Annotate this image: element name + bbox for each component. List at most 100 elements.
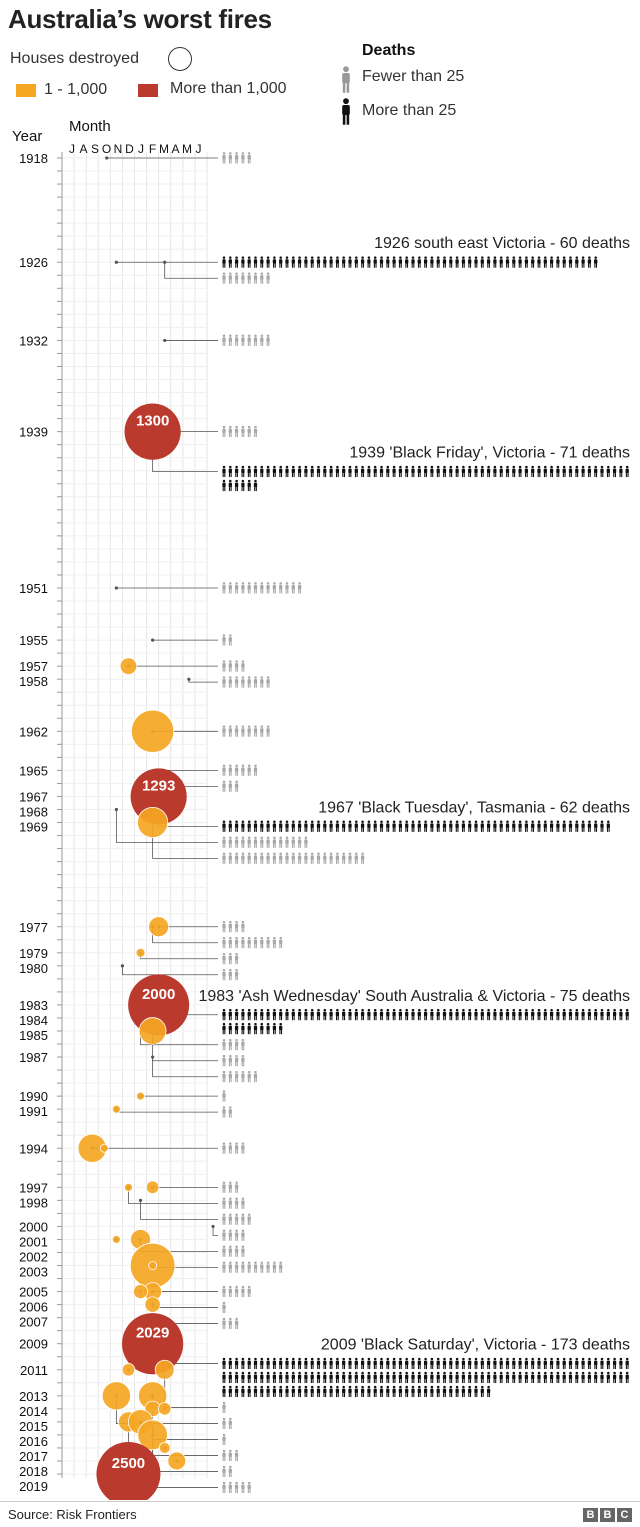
death-icon bbox=[297, 1371, 302, 1384]
leader-line bbox=[188, 679, 218, 683]
death-icon bbox=[556, 1008, 560, 1021]
fire-bubble bbox=[99, 1143, 109, 1153]
death-icon bbox=[247, 152, 251, 164]
death-icon bbox=[360, 465, 365, 478]
death-icon bbox=[228, 1038, 232, 1051]
legend-large-swatch bbox=[138, 84, 158, 97]
death-icon bbox=[417, 256, 421, 268]
death-icon bbox=[360, 852, 365, 864]
death-icon bbox=[228, 852, 232, 864]
fire-bubble bbox=[157, 1402, 172, 1416]
death-icon bbox=[241, 479, 245, 492]
death-icon bbox=[625, 1357, 629, 1370]
death-icon bbox=[575, 1371, 579, 1384]
fire-annotation: 1926 south east Victoria - 60 deaths bbox=[374, 235, 630, 252]
death-icon bbox=[260, 1385, 264, 1398]
death-icon bbox=[430, 1008, 434, 1021]
death-icon bbox=[480, 1357, 484, 1370]
death-icon bbox=[493, 256, 497, 268]
death-icon bbox=[222, 1070, 226, 1083]
death-icon bbox=[449, 1385, 453, 1398]
death-icon bbox=[442, 820, 447, 832]
death-icon bbox=[228, 1054, 232, 1067]
death-icon bbox=[524, 1371, 529, 1384]
death-icon bbox=[253, 479, 258, 492]
death-icon bbox=[241, 1022, 245, 1035]
death-icon bbox=[556, 1371, 560, 1384]
legend-few-label: Fewer than 25 bbox=[362, 68, 465, 85]
death-icon bbox=[411, 1008, 415, 1021]
death-icon bbox=[461, 1385, 466, 1398]
death-icon bbox=[234, 1022, 239, 1035]
death-icon bbox=[323, 465, 327, 478]
death-icon bbox=[398, 1357, 403, 1370]
death-icon bbox=[480, 820, 484, 832]
death-icon bbox=[386, 465, 390, 478]
death-icon bbox=[505, 256, 510, 268]
death-icon bbox=[316, 1385, 321, 1398]
death-icon bbox=[304, 1385, 308, 1398]
death-icon bbox=[625, 1008, 629, 1021]
death-icon bbox=[575, 1357, 579, 1370]
death-icon bbox=[279, 465, 283, 478]
death-icon bbox=[222, 780, 226, 792]
year-tick-label: 1977 bbox=[19, 920, 48, 935]
death-icon bbox=[392, 1371, 396, 1384]
death-icon bbox=[373, 1008, 377, 1021]
death-icon bbox=[316, 852, 321, 864]
death-icon bbox=[461, 1008, 466, 1021]
fire-bubble bbox=[122, 1313, 184, 1375]
death-icon bbox=[285, 1008, 289, 1021]
death-icon bbox=[524, 820, 529, 832]
death-icon bbox=[222, 676, 226, 688]
death-icon bbox=[486, 1385, 491, 1398]
death-icon bbox=[241, 852, 245, 864]
death-icon bbox=[310, 820, 314, 832]
death-icon bbox=[612, 1357, 617, 1370]
death-icon bbox=[247, 836, 251, 848]
death-icon bbox=[348, 1385, 352, 1398]
death-icon bbox=[568, 465, 573, 478]
death-icon bbox=[625, 1371, 629, 1384]
death-icon bbox=[499, 1008, 503, 1021]
death-icon bbox=[234, 1371, 239, 1384]
death-icon bbox=[304, 1357, 308, 1370]
death-icon bbox=[436, 1385, 440, 1398]
death-icon bbox=[342, 1385, 346, 1398]
death-icon bbox=[556, 1357, 560, 1370]
death-icon bbox=[430, 1385, 434, 1398]
year-tick-label: 1932 bbox=[19, 333, 48, 348]
legend-large-label: More than 1,000 bbox=[170, 80, 287, 97]
death-icon bbox=[222, 1261, 226, 1273]
death-icon bbox=[279, 1357, 283, 1370]
death-icon bbox=[417, 1385, 421, 1398]
death-icon bbox=[222, 272, 226, 284]
death-icon bbox=[222, 1371, 226, 1384]
fire-annotation: 1983 'Ash Wednesday' South Australia & V… bbox=[198, 988, 630, 1005]
death-icon bbox=[512, 1357, 516, 1370]
footer-divider bbox=[0, 1501, 640, 1502]
death-icon bbox=[234, 836, 239, 848]
death-icon bbox=[253, 334, 258, 346]
bbc-logo-letter: B bbox=[583, 1508, 598, 1522]
death-icon bbox=[222, 1022, 226, 1035]
death-icon bbox=[260, 836, 264, 848]
death-icon bbox=[474, 256, 478, 268]
death-icon bbox=[373, 1357, 377, 1370]
death-icon bbox=[228, 1181, 232, 1193]
death-icon bbox=[512, 256, 516, 268]
death-icon bbox=[436, 1371, 440, 1384]
death-icon bbox=[234, 582, 239, 594]
death-icon bbox=[234, 479, 239, 492]
death-icon bbox=[228, 1106, 232, 1118]
death-icon bbox=[587, 1371, 592, 1384]
death-icon bbox=[549, 1357, 554, 1370]
death-icon bbox=[260, 1261, 264, 1273]
death-icon bbox=[354, 852, 358, 864]
death-icon bbox=[266, 1022, 270, 1035]
person-black-icon bbox=[342, 98, 350, 125]
death-icon bbox=[291, 1008, 295, 1021]
death-icon bbox=[531, 820, 535, 832]
death-icon bbox=[436, 465, 440, 478]
year-tick-label: 1979 bbox=[19, 946, 48, 961]
